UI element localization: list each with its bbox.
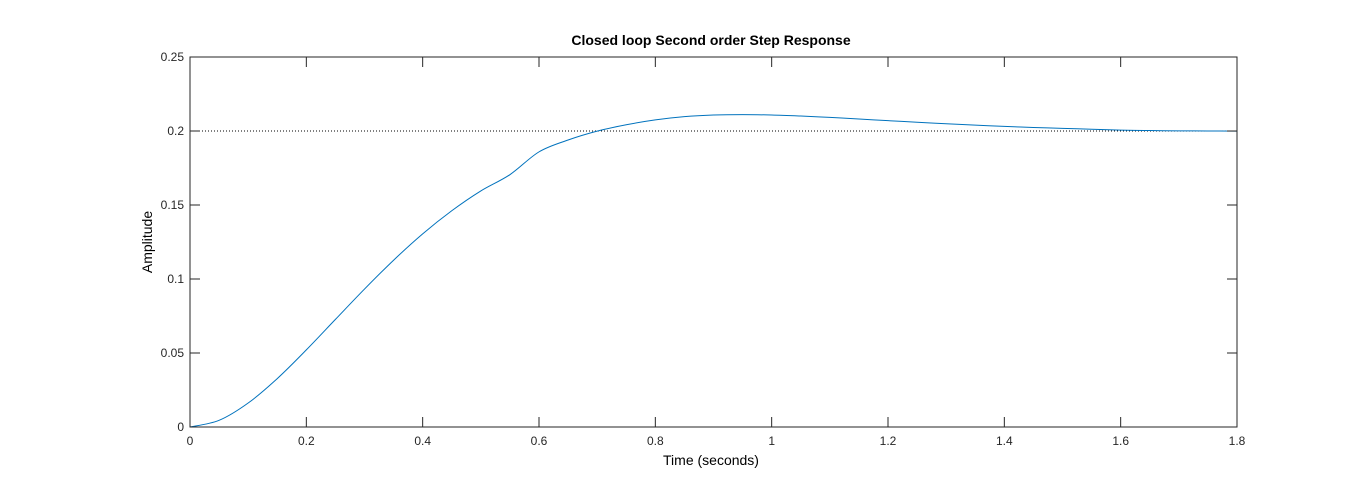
y-tick-label: 0.05	[161, 346, 185, 360]
plot-area	[190, 57, 1237, 427]
y-tick-label: 0.25	[161, 50, 185, 64]
x-tick-label: 0.8	[647, 434, 664, 448]
y-tick-label: 0.15	[161, 198, 185, 212]
y-tick-label: 0.1	[167, 272, 184, 286]
y-axis-label: Amplitude	[139, 211, 155, 273]
x-tick-label: 1.2	[880, 434, 897, 448]
x-tick-label: 1.8	[1229, 434, 1246, 448]
chart-title: Closed loop Second order Step Response	[571, 32, 850, 48]
y-tick-label: 0	[177, 420, 184, 434]
x-tick-label: 0.4	[414, 434, 431, 448]
x-tick-label: 1.4	[996, 434, 1013, 448]
x-tick-label: 0	[187, 434, 194, 448]
y-tick-label: 0.2	[167, 124, 184, 138]
x-tick-label: 0.2	[298, 434, 315, 448]
plot-border	[189, 56, 1238, 428]
x-tick-label: 1.6	[1112, 434, 1129, 448]
x-axis-label: Time (seconds)	[663, 452, 759, 468]
x-tick-label: 1	[768, 434, 775, 448]
x-tick-label: 0.6	[531, 434, 548, 448]
series-line-step-response	[189, 114, 1238, 428]
